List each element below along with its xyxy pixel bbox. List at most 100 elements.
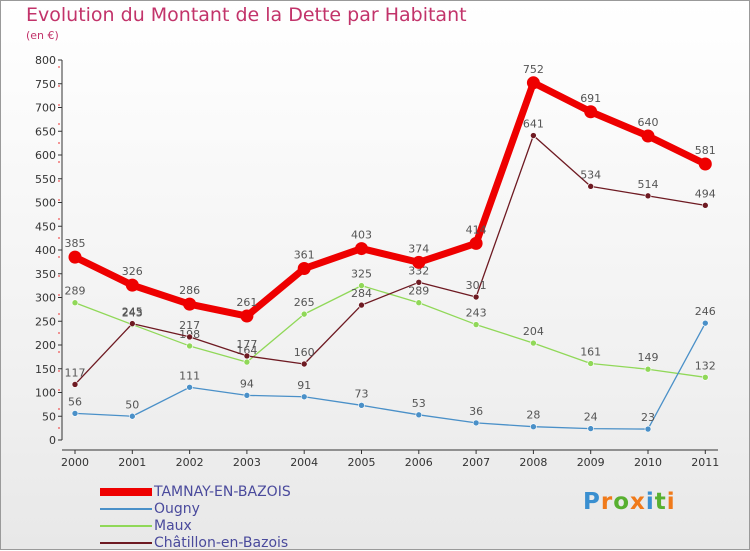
point-tamnay-en-bazois-2005 <box>355 242 368 256</box>
legend-swatch-maux <box>100 524 152 527</box>
data-label-maux-2005: 325 <box>351 268 372 281</box>
point-tamnay-en-bazois-2000 <box>68 250 82 264</box>
data-label-tamnay-en-bazois-2004: 361 <box>294 249 315 262</box>
point-maux-2009 <box>587 360 595 367</box>
legend-label-tamnay: TAMNAY-EN-BAZOIS <box>154 483 291 500</box>
series-line-tamnay-en-bazois <box>73 79 707 320</box>
x-tick-label-2001: 2001 <box>118 456 146 469</box>
data-label-tamnay-en-bazois-2006: 374 <box>408 242 429 255</box>
y-tick-label-0: 0 <box>49 434 56 447</box>
legend-label-maux: Maux <box>154 517 192 534</box>
legend-item-maux: Maux <box>100 517 291 534</box>
data-label-maux-2001: 243 <box>122 307 143 320</box>
x-tick-label-2005: 2005 <box>348 456 376 469</box>
data-label-ch-tillon-en-bazois-2006: 332 <box>408 264 429 277</box>
y-tick-label-550: 550 <box>35 173 56 186</box>
point-ch-tillon-en-bazois-2009 <box>587 183 595 190</box>
point-maux-2002 <box>186 342 193 350</box>
data-label-ch-tillon-en-bazois-2009: 534 <box>580 168 601 181</box>
data-label-maux-2006: 289 <box>408 285 429 298</box>
data-label-maux-2011: 132 <box>695 359 716 372</box>
point-ch-tillon-en-bazois-2005 <box>358 301 365 309</box>
x-tick-label-2004: 2004 <box>290 456 318 469</box>
data-label-maux-2004: 265 <box>294 296 315 309</box>
data-label-ougny-2003: 94 <box>240 377 254 390</box>
data-label-ch-tillon-en-bazois-2001: 245 <box>122 306 143 319</box>
point-ougny-2001 <box>129 412 136 420</box>
legend-swatch-tamnay <box>100 487 152 496</box>
series-line-ougny <box>74 322 706 430</box>
data-label-maux-2008: 204 <box>523 325 544 338</box>
data-label-ougny-2007: 36 <box>469 405 483 418</box>
y-tick-label-300: 300 <box>35 292 56 305</box>
x-tick-label-2011: 2011 <box>691 456 719 469</box>
y-tick-label-150: 150 <box>35 363 56 376</box>
legend: TAMNAY-EN-BAZOIS Ougny Maux Châtillon-en… <box>100 483 291 551</box>
x-tick-label-2006: 2006 <box>405 456 433 469</box>
point-ougny-2009 <box>587 425 595 432</box>
point-tamnay-en-bazois-2002 <box>183 297 197 311</box>
data-label-maux-2000: 289 <box>65 285 86 298</box>
x-tick-label-2000: 2000 <box>61 456 89 469</box>
x-tick-label-2003: 2003 <box>233 456 261 469</box>
point-ch-tillon-en-bazois-2011 <box>701 202 709 209</box>
point-maux-2011 <box>701 373 709 381</box>
data-label-maux-2009: 161 <box>580 346 601 359</box>
data-label-ougny-2008: 28 <box>526 409 540 422</box>
data-label-ougny-2000: 56 <box>68 395 82 408</box>
y-tick-label-800: 800 <box>35 54 56 67</box>
point-maux-2004 <box>300 310 308 318</box>
legend-label-ougny: Ougny <box>154 500 200 517</box>
x-tick-label-2009: 2009 <box>577 456 605 469</box>
point-tamnay-en-bazois-2003 <box>240 309 254 323</box>
point-maux-2003 <box>243 358 251 366</box>
data-label-ougny-2011: 246 <box>695 305 716 318</box>
y-tick-label-250: 250 <box>35 315 56 328</box>
data-label-ch-tillon-en-bazois-2011: 494 <box>695 187 716 200</box>
point-ch-tillon-en-bazois-2006 <box>415 278 423 286</box>
data-label-ch-tillon-en-bazois-2003: 177 <box>236 338 257 351</box>
y-tick-label-750: 750 <box>35 78 56 91</box>
y-tick-label-350: 350 <box>35 268 56 281</box>
point-maux-2000 <box>71 299 79 307</box>
point-ougny-2008 <box>530 423 537 431</box>
legend-swatch-ougny <box>100 507 152 510</box>
data-label-tamnay-en-bazois-2002: 286 <box>179 284 200 297</box>
y-tick-label-200: 200 <box>35 339 56 352</box>
point-ougny-2002 <box>186 383 193 391</box>
point-ougny-2011 <box>701 319 709 327</box>
data-label-ch-tillon-en-bazois-2008: 641 <box>523 118 544 131</box>
y-tick-label-400: 400 <box>35 244 56 257</box>
point-ougny-2000 <box>71 410 79 417</box>
point-tamnay-en-bazois-2011 <box>698 157 712 171</box>
point-ch-tillon-en-bazois-2003 <box>243 352 251 360</box>
legend-swatch-chatillon <box>100 541 152 544</box>
y-tick-label-100: 100 <box>35 387 56 400</box>
legend-label-chatillon: Châtillon-en-Bazois <box>154 534 289 551</box>
point-ougny-2010 <box>644 425 652 433</box>
data-label-tamnay-en-bazois-2008: 752 <box>523 63 544 76</box>
point-maux-2005 <box>358 282 365 289</box>
y-tick-label-600: 600 <box>35 149 56 162</box>
chart-title: Evolution du Montant de la Dette par Hab… <box>26 4 467 26</box>
data-label-tamnay-en-bazois-2010: 640 <box>638 116 659 129</box>
data-label-ch-tillon-en-bazois-2005: 284 <box>351 287 372 300</box>
data-label-tamnay-en-bazois-2003: 261 <box>236 296 257 309</box>
data-label-tamnay-en-bazois-2011: 581 <box>695 144 716 157</box>
point-tamnay-en-bazois-2010 <box>641 129 655 143</box>
x-tick-label-2008: 2008 <box>519 456 547 469</box>
point-ch-tillon-en-bazois-2002 <box>186 333 193 341</box>
point-ougny-2004 <box>300 393 308 401</box>
data-label-tamnay-en-bazois-2001: 326 <box>122 265 143 278</box>
x-tick-label-2002: 2002 <box>176 456 204 469</box>
point-ch-tillon-en-bazois-2001 <box>129 320 136 327</box>
point-tamnay-en-bazois-2008 <box>526 76 540 90</box>
point-ch-tillon-en-bazois-2004 <box>300 360 308 368</box>
point-ougny-2006 <box>415 411 423 419</box>
x-tick-label-2010: 2010 <box>634 456 662 469</box>
data-label-tamnay-en-bazois-2000: 385 <box>65 237 86 250</box>
y-tick-label-450: 450 <box>35 220 56 233</box>
point-tamnay-en-bazois-2004 <box>297 262 311 276</box>
